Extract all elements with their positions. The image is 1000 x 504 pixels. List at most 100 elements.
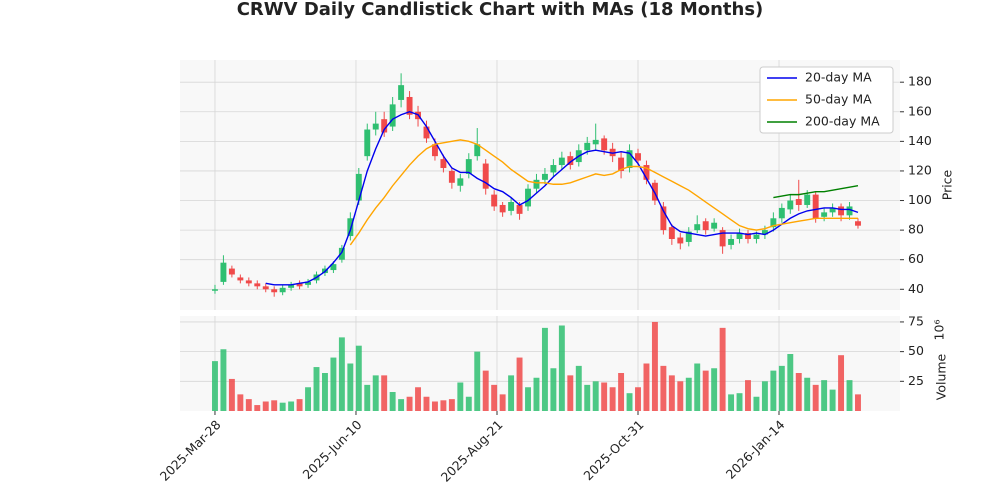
- volume-bar: [584, 384, 591, 411]
- candle-body: [347, 218, 354, 237]
- volume-bar: [609, 387, 616, 411]
- chart-title: CRWV Daily Candlistick Chart with MAs (1…: [237, 0, 764, 20]
- volume-bar: [313, 367, 320, 411]
- candle-body: [618, 157, 625, 171]
- candle-body: [237, 277, 244, 281]
- volume-bar: [355, 345, 362, 411]
- candle-body: [567, 156, 574, 166]
- volume-bar: [499, 394, 506, 411]
- candle-body: [296, 283, 303, 287]
- volume-bar: [643, 363, 650, 411]
- y-tick-label: 100: [908, 192, 932, 207]
- volume-bar: [516, 357, 523, 411]
- volume-bar: [228, 378, 235, 411]
- volume-bar: [389, 392, 396, 411]
- volume-bar: [220, 349, 227, 411]
- candle-body: [812, 194, 819, 219]
- candle-body: [736, 233, 743, 239]
- candle-body: [550, 165, 557, 173]
- volume-bar: [668, 375, 675, 411]
- volume-bar: [330, 357, 337, 411]
- volume-bar: [431, 401, 438, 411]
- candle-body: [499, 204, 506, 213]
- volume-bar: [838, 355, 845, 411]
- volume-bar: [465, 396, 472, 411]
- y-tick-label: 140: [908, 133, 932, 148]
- candle-body: [719, 230, 726, 247]
- volume-bar: [372, 375, 379, 411]
- volume-bar: [423, 396, 430, 411]
- volume-bar: [558, 325, 565, 411]
- volume-axis-label: Volume: [934, 353, 949, 400]
- candle-body: [305, 281, 311, 285]
- volume-bar: [541, 327, 548, 411]
- volume-bar: [398, 399, 405, 411]
- volume-bar: [533, 377, 540, 411]
- candle-body: [694, 224, 701, 231]
- candle-body: [778, 207, 785, 219]
- candle-body: [212, 289, 218, 291]
- x-tick-label: 2025-Mar-28: [157, 417, 224, 484]
- candle-body: [381, 119, 388, 133]
- candle-body: [406, 96, 413, 115]
- legend-label: 200-day MA: [805, 114, 880, 129]
- candle-body: [355, 173, 362, 201]
- volume-bar: [474, 351, 481, 411]
- volume-tick-label: 50: [908, 343, 924, 358]
- x-tick-label: 2025-Aug-21: [438, 417, 506, 485]
- volume-tick-label: 25: [908, 373, 924, 388]
- candle-body: [677, 237, 684, 244]
- volume-bar: [381, 375, 388, 411]
- volume-bar: [482, 370, 489, 411]
- candle-body: [761, 230, 768, 235]
- candle-body: [364, 129, 371, 157]
- volume-bar: [728, 394, 735, 411]
- volume-bar: [812, 384, 819, 411]
- volume-bar: [567, 375, 574, 411]
- candle-body: [372, 123, 379, 130]
- volume-bar: [237, 394, 244, 411]
- volume-bar: [601, 382, 608, 411]
- volume-bar: [745, 380, 751, 411]
- legend-box: [759, 66, 894, 134]
- volume-bar: [550, 368, 557, 411]
- candle-body: [533, 179, 540, 189]
- volume-bar: [212, 361, 218, 411]
- candle-body: [584, 142, 591, 151]
- volume-bar: [364, 384, 371, 411]
- candle-body: [491, 194, 498, 207]
- candle-body: [228, 268, 235, 275]
- legend-label: 20-day MA: [805, 70, 872, 85]
- candle-body: [609, 148, 616, 157]
- x-tick-label: 2026-Jan-14: [723, 417, 788, 482]
- candle-body: [804, 194, 811, 205]
- volume-bar: [347, 363, 354, 411]
- y-tick-label: 180: [908, 74, 932, 89]
- candle-body: [431, 144, 438, 157]
- ma-line: [265, 111, 859, 286]
- candle-body: [745, 233, 751, 239]
- volume-bar: [279, 402, 286, 411]
- candle-body: [592, 139, 599, 145]
- volume-bar: [761, 381, 768, 411]
- volume-bar: [305, 387, 311, 411]
- volume-bar: [338, 337, 345, 411]
- volume-bar: [254, 405, 261, 411]
- x-tick-label: 2025-Oct-31: [580, 417, 646, 483]
- volume-bar: [525, 387, 531, 411]
- y-tick-label: 160: [908, 103, 932, 118]
- candle-body: [787, 200, 794, 210]
- volume-bar: [271, 400, 278, 411]
- candle-body: [338, 247, 345, 260]
- volume-bar: [296, 399, 303, 411]
- volume-bar: [694, 363, 701, 411]
- candle-body: [558, 157, 565, 166]
- volume-bar: [491, 384, 498, 411]
- candle-body: [846, 206, 853, 216]
- volume-bar: [508, 375, 515, 411]
- volume-bar: [651, 321, 658, 411]
- candle-body: [245, 280, 252, 284]
- volume-bar: [660, 365, 667, 411]
- volume-bar: [736, 393, 743, 411]
